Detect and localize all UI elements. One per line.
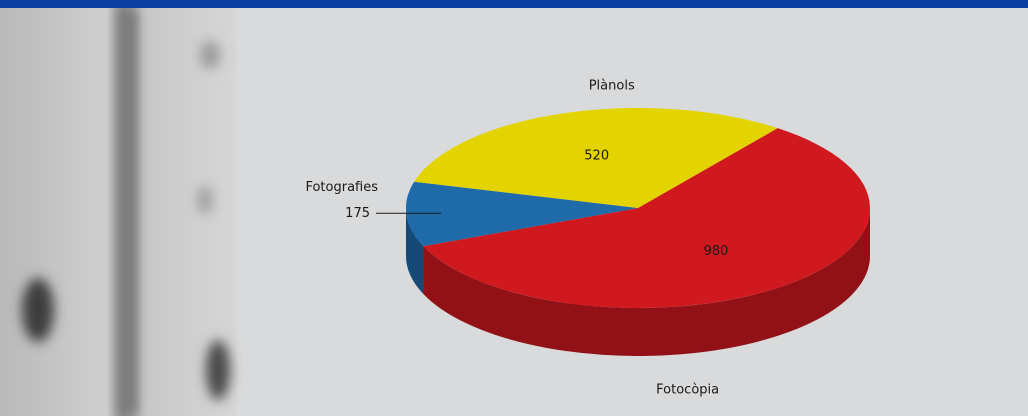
pie-slice [414,107,778,208]
photo-panel [0,8,237,416]
pie-slice-side [423,208,870,357]
pie-slice [423,128,871,308]
slice-label: Plànols [589,79,635,94]
slice-label: Fotografies [305,180,378,195]
pie-slice [405,181,638,247]
pie-slice-side [406,208,424,295]
value-label: 520 [584,148,609,163]
value-label: 980 [704,244,729,259]
top-bar [0,0,1028,8]
slice-label: Fotocòpia [656,383,719,398]
value-label: 175 [345,206,370,221]
pie-chart: 980 Fotocòpia 175 Fotografies 520 Plànols [305,79,871,398]
